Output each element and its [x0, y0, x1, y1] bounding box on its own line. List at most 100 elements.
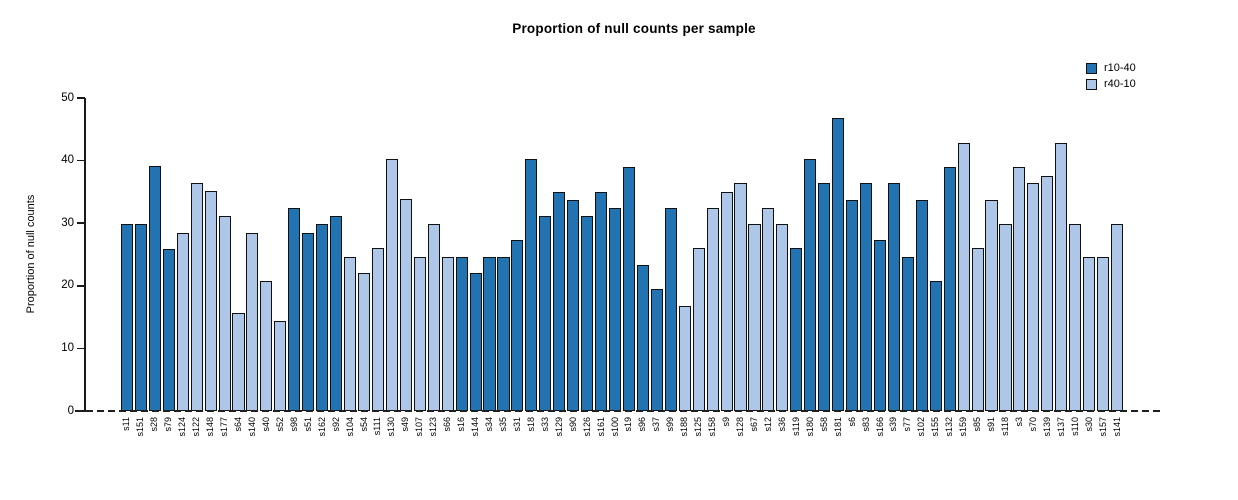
bar	[832, 118, 845, 411]
bar	[204, 191, 217, 411]
bar	[873, 240, 887, 411]
x-axis-label: s155	[930, 417, 941, 437]
bar	[288, 208, 301, 411]
x-axis-label: s123	[428, 417, 439, 437]
x-axis-label: s159	[958, 417, 969, 437]
x-axis-label: s119	[790, 417, 801, 436]
bar	[818, 183, 831, 411]
y-tick-label: 0	[67, 404, 74, 417]
x-axis-label: s102	[916, 417, 927, 437]
bar	[1083, 257, 1096, 411]
x-axis-label: s144	[470, 417, 481, 437]
bar	[901, 257, 914, 411]
bar	[929, 280, 942, 411]
bar	[859, 183, 873, 411]
x-axis-label: s124	[177, 417, 188, 437]
bar	[120, 224, 133, 411]
y-tick-mark	[77, 97, 85, 99]
x-axis-label: s9	[721, 417, 732, 427]
x-axis-label: s19	[623, 417, 634, 432]
x-axis-label: s125	[693, 417, 704, 437]
bar	[915, 200, 928, 411]
x-axis-label: s162	[316, 417, 327, 437]
bar	[776, 224, 789, 411]
x-axis-label: s128	[735, 417, 746, 437]
y-tick-mark	[77, 222, 85, 224]
bar	[943, 166, 956, 411]
bar	[316, 224, 329, 411]
x-axis-label: s104	[344, 417, 355, 437]
bar	[344, 257, 357, 411]
x-axis-label: s139	[1041, 417, 1052, 437]
bar	[232, 313, 245, 411]
bar	[762, 208, 775, 411]
x-axis-label: s100	[609, 417, 620, 437]
bar	[1097, 257, 1110, 411]
x-axis-label: s161	[595, 417, 606, 437]
bar	[260, 280, 273, 411]
x-axis-label: s51	[302, 417, 313, 432]
bar	[581, 215, 594, 411]
bar	[148, 166, 161, 411]
bar	[427, 224, 440, 411]
x-axis-label: s157	[1097, 417, 1108, 437]
bar	[664, 208, 677, 411]
bar	[1069, 224, 1082, 411]
bar	[455, 257, 468, 411]
y-tick-mark	[77, 159, 85, 162]
bar	[636, 265, 649, 411]
bar	[441, 257, 454, 411]
x-axis-label: s148	[205, 417, 216, 437]
bar	[608, 208, 622, 411]
x-axis-label: s158	[707, 417, 718, 437]
x-axis-label: s40	[260, 417, 271, 432]
x-axis-label: s107	[414, 417, 425, 437]
bar	[134, 224, 147, 411]
x-axis-label: s85	[972, 417, 983, 432]
bar	[692, 248, 705, 411]
bar	[385, 159, 398, 411]
legend-swatch-r40-10	[1086, 78, 1097, 90]
chart-title: Proportion of null counts per sample	[512, 21, 756, 36]
bar	[553, 191, 566, 411]
y-tick-label: 10	[61, 341, 74, 354]
bar	[748, 224, 761, 411]
bar	[483, 257, 496, 411]
x-axis-label: s132	[944, 417, 955, 437]
x-axis-label: s34	[484, 417, 495, 432]
bar	[176, 232, 189, 411]
y-tick-mark	[77, 285, 85, 287]
x-axis-label: s99	[665, 417, 676, 432]
bar	[999, 224, 1012, 411]
x-axis-label: s181	[832, 417, 843, 437]
bar	[734, 183, 747, 411]
bar	[678, 305, 691, 411]
x-axis-label: s30	[1083, 417, 1094, 432]
bar	[371, 248, 384, 411]
x-axis-label: s130	[386, 417, 397, 437]
x-axis-label: s91	[986, 417, 997, 432]
bar	[985, 200, 998, 411]
legend-swatch-r10-40	[1086, 62, 1097, 74]
x-axis-label: s70	[1027, 417, 1038, 432]
bar	[469, 273, 482, 411]
bar	[595, 191, 608, 411]
x-axis-label: s18	[525, 417, 536, 432]
x-axis-label: s28	[149, 417, 160, 432]
x-axis-label: s151	[135, 417, 146, 437]
x-axis-label: s67	[748, 417, 759, 432]
bar	[357, 273, 371, 411]
bar	[1110, 224, 1124, 411]
bar	[804, 159, 817, 411]
legend-item: r10-40	[1086, 62, 1136, 74]
x-axis-label: s180	[804, 417, 815, 437]
x-axis-label: s79	[163, 417, 174, 432]
bar	[1013, 166, 1026, 411]
x-axis-label: s83	[860, 417, 871, 432]
x-axis-label: s31	[511, 417, 522, 432]
x-axis-label: s140	[246, 417, 257, 437]
bar	[246, 232, 259, 411]
x-axis-label: s49	[400, 417, 411, 432]
x-axis-label: s137	[1055, 417, 1066, 437]
